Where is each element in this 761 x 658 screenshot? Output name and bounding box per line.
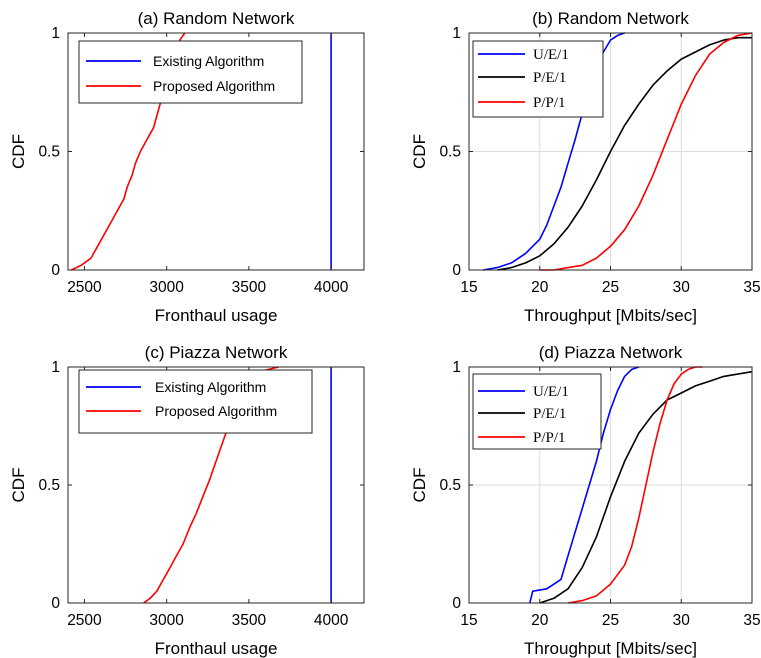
chart2-title: (c) Piazza Network <box>145 343 288 362</box>
chart1-legend-label: P/P/1 <box>533 95 566 111</box>
chart1-x-tick-label: 25 <box>602 279 619 296</box>
chart1-x-tick-label: 35 <box>743 279 760 296</box>
chart3-series-0-line <box>529 366 640 604</box>
chart3-y-tick-label: 0.5 <box>439 477 461 494</box>
chart2-y-axis-label: CDF <box>9 468 28 503</box>
chart1-series-0-line <box>482 32 625 271</box>
chart3-x-tick-label: 15 <box>460 612 477 629</box>
chart2-y-tick-label: 0 <box>51 595 60 612</box>
chart0-x-tick-label: 2500 <box>67 279 102 296</box>
chart3-x-tick-label: 20 <box>531 612 549 629</box>
chart1-x-tick-label: 15 <box>460 279 477 296</box>
chart3-y-tick-label: 1 <box>452 359 461 376</box>
chart3-legend-label: P/P/1 <box>533 430 566 446</box>
chart2-x-tick-label: 2500 <box>67 612 102 629</box>
chart0-x-axis-label: Fronthaul usage <box>155 306 278 325</box>
chart3-series-2-line <box>567 366 703 604</box>
chart0-x-tick-label: 3500 <box>232 279 267 296</box>
chart2-x-tick-label: 3500 <box>232 612 267 629</box>
chart0-title: (a) Random Network <box>138 9 295 28</box>
chart0-legend-box <box>78 40 303 104</box>
chart0-y-axis-label: CDF <box>9 134 28 169</box>
chart3-y-tick-label: 0 <box>452 595 461 612</box>
chart0-y-tick-label: 1 <box>51 25 60 42</box>
chart0-legend-label: Existing Algorithm <box>153 53 264 69</box>
chart1-legend-label: U/E/1 <box>533 47 569 63</box>
chart1-series-2-line <box>539 32 753 271</box>
chart2-x-tick-label: 3000 <box>149 612 184 629</box>
chart3-x-tick-label: 35 <box>743 612 760 629</box>
chart1-x-axis-label: Throughput [Mbits/sec] <box>524 306 697 325</box>
chart0-y-tick-label: 0 <box>51 262 60 279</box>
chart2-legend-box <box>78 369 313 434</box>
chart0-x-tick-label: 4000 <box>314 279 349 296</box>
chart2-legend-label: Proposed Algorithm <box>155 403 277 419</box>
chart1: 15 20 25 30 35 0 0.5 1 (b) Random Network Through… <box>410 9 761 325</box>
chart1-y-axis-label: CDF <box>410 134 429 169</box>
chart3-x-tick-label: 30 <box>673 612 691 629</box>
chart1-y-tick-label: 0.5 <box>439 144 461 161</box>
chart0-y-tick-label: 0.5 <box>38 144 60 161</box>
chart0-legend-label: Proposed Algorithm <box>153 78 275 94</box>
chart3-x-axis-label: Throughput [Mbits/sec] <box>524 639 697 658</box>
chart3-series-1-line <box>539 370 753 604</box>
chart1-title: (b) Random Network <box>532 9 689 28</box>
chart1-y-tick-label: 0 <box>452 262 461 279</box>
chart1-x-tick-label: 30 <box>673 279 691 296</box>
chart2-x-tick-label: 4000 <box>314 612 349 629</box>
chart3-title: (d) Piazza Network <box>539 343 683 362</box>
chart1-y-tick-label: 1 <box>452 25 461 42</box>
chart2-y-tick-label: 0.5 <box>38 477 60 494</box>
chart1-legend-label: P/E/1 <box>533 70 566 86</box>
chart1-legend: U/E/1 P/E/1 P/P/1 <box>472 40 604 118</box>
chart2-legend-label: Existing Algorithm <box>155 379 266 395</box>
chart3-legend-label: P/E/1 <box>533 406 566 422</box>
chart1-series-1-line <box>497 36 752 271</box>
chart3-legend: U/E/1 P/E/1 P/P/1 <box>472 373 602 450</box>
chart2: 2500 3000 3500 4000 0 0.5 1 (c) Piazza Network F… <box>9 343 365 658</box>
chart3-x-tick-label: 25 <box>602 612 619 629</box>
chart1-x-tick-label: 20 <box>531 279 549 296</box>
chart0: 2500 3000 3500 4000 0 0.5 1 (a) Random Network F… <box>9 9 365 325</box>
chart0-legend: Existing Algorithm Proposed Algorithm <box>78 40 303 104</box>
chart3: 15 20 25 30 35 0 0.5 1 (d) Piazza Network Through… <box>410 343 761 658</box>
chart3-legend-label: U/E/1 <box>533 384 569 400</box>
chart2-y-tick-label: 1 <box>51 359 60 376</box>
chart2-x-axis-label: Fronthaul usage <box>155 639 278 658</box>
chart3-y-axis-label: CDF <box>410 468 429 503</box>
chart0-x-tick-label: 3000 <box>149 279 184 296</box>
chart2-legend: Existing Algorithm Proposed Algorithm <box>78 369 313 434</box>
